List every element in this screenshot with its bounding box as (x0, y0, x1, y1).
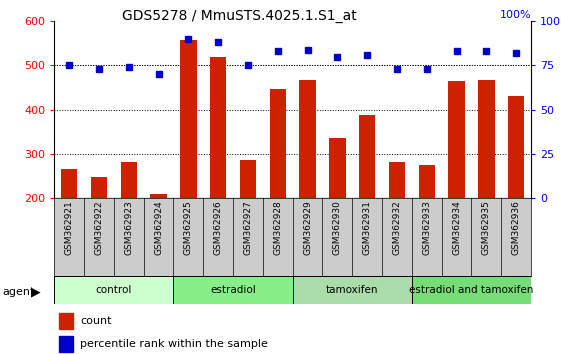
Text: GSM362921: GSM362921 (65, 201, 74, 255)
Bar (174, 276, 292, 304)
Text: estradiol and tamoxifen: estradiol and tamoxifen (409, 285, 534, 295)
Text: GSM362936: GSM362936 (512, 201, 521, 256)
Bar (150, 194, 167, 198)
Text: GSM362925: GSM362925 (184, 201, 193, 255)
Text: GSM362931: GSM362931 (363, 201, 372, 256)
Text: 100%: 100% (500, 10, 531, 21)
Text: agent: agent (3, 287, 35, 297)
Bar (389, 162, 405, 198)
Text: GSM362923: GSM362923 (124, 201, 133, 255)
Text: GSM362924: GSM362924 (154, 201, 163, 255)
Bar (270, 89, 286, 198)
Bar (359, 115, 375, 198)
Text: estradiol: estradiol (210, 285, 256, 295)
Text: GSM362930: GSM362930 (333, 201, 342, 256)
Bar (120, 161, 137, 198)
Bar (292, 276, 412, 304)
Text: GSM362922: GSM362922 (94, 201, 103, 255)
Text: GSM362933: GSM362933 (422, 201, 431, 256)
Bar (59, 336, 73, 352)
Text: tamoxifen: tamoxifen (326, 285, 379, 295)
Bar (59, 313, 73, 329)
Bar (448, 81, 465, 198)
Text: count: count (81, 316, 112, 326)
Text: ▶: ▶ (31, 286, 41, 298)
Text: control: control (96, 285, 132, 295)
Text: percentile rank within the sample: percentile rank within the sample (81, 339, 268, 349)
Text: GDS5278 / MmuSTS.4025.1.S1_at: GDS5278 / MmuSTS.4025.1.S1_at (122, 9, 357, 23)
Bar (180, 40, 196, 198)
Bar (478, 80, 494, 198)
Bar (61, 170, 77, 198)
Text: GSM362935: GSM362935 (482, 201, 491, 256)
Text: GSM362934: GSM362934 (452, 201, 461, 255)
Bar (329, 138, 345, 198)
Text: GSM362927: GSM362927 (243, 201, 252, 255)
Bar (54, 276, 174, 304)
Bar (419, 166, 435, 198)
Bar (412, 276, 531, 304)
Text: GSM362932: GSM362932 (392, 201, 401, 255)
Text: GSM362926: GSM362926 (214, 201, 223, 255)
Text: GSM362928: GSM362928 (274, 201, 282, 255)
Bar (299, 80, 316, 198)
Bar (91, 177, 107, 198)
Bar (210, 57, 226, 198)
Bar (508, 96, 524, 198)
Bar (240, 160, 256, 198)
Text: GSM362929: GSM362929 (303, 201, 312, 255)
